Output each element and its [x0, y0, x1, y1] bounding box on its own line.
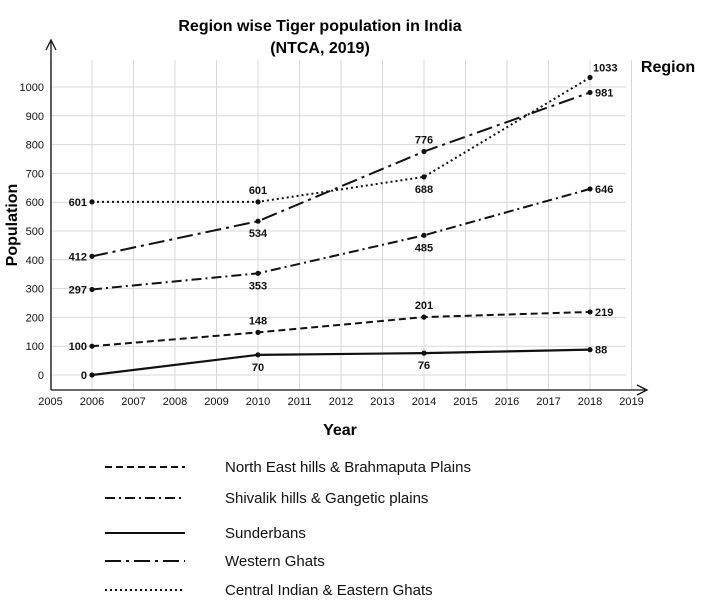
- x-tick-2019: 2019: [619, 396, 643, 408]
- x-tick-2016: 2016: [495, 396, 519, 408]
- data-label-s2-2018: 88: [595, 345, 607, 357]
- x-tick-2009: 2009: [204, 396, 228, 408]
- data-label-s4-2018: 1033: [593, 62, 617, 74]
- point-s3-2010: [255, 218, 261, 224]
- point-s4-2006: [89, 199, 95, 205]
- y-axis-label: Population: [4, 184, 21, 267]
- legend-label-4: Central Indian & Eastern Ghats: [225, 582, 433, 599]
- legend-label-2: Sunderbans: [225, 525, 306, 542]
- data-label-s1-2014: 485: [415, 242, 433, 254]
- point-s2-2010: [255, 352, 261, 358]
- y-tick-0: 0: [38, 370, 44, 382]
- y-tick-100: 100: [26, 341, 44, 353]
- point-s2-2014: [421, 350, 427, 356]
- x-axis-label: Year: [323, 422, 357, 439]
- data-label-s2-2006: 0: [81, 370, 87, 382]
- data-label-s3-2010: 534: [249, 228, 268, 240]
- x-tick-2017: 2017: [536, 396, 560, 408]
- data-labels: 100 148 201 219 297 353 485 646 0 70 76 88 412 534 776…: [69, 62, 618, 382]
- data-label-s1-2010: 353: [249, 280, 267, 292]
- gridlines: [50, 60, 632, 390]
- y-tick-600: 600: [26, 197, 44, 209]
- data-label-s0-2006: 100: [69, 341, 87, 353]
- point-s3-2006: [89, 253, 95, 259]
- point-s1-2006: [89, 286, 95, 293]
- legend-label-3: Western Ghats: [225, 553, 325, 570]
- x-tick-2018: 2018: [578, 396, 602, 408]
- point-s4-2010: [255, 199, 261, 205]
- point-s1-2014: [421, 232, 427, 238]
- point-s2-2006: [89, 372, 95, 378]
- point-s1-2010: [255, 270, 261, 276]
- series-line-4: [92, 76, 591, 203]
- point-s3-2018: [587, 89, 593, 96]
- x-tick-2014: 2014: [412, 396, 436, 408]
- data-label-s1-2006: 297: [69, 284, 87, 296]
- point-s0-2018: [587, 309, 593, 315]
- y-tick-700: 700: [26, 168, 44, 180]
- legend-label-0: North East hills & Brahmaputa Plains: [225, 459, 471, 476]
- y-tick-500: 500: [26, 226, 44, 238]
- data-label-s1-2018: 646: [595, 184, 613, 196]
- data-label-s3-2018: 981: [595, 87, 613, 99]
- point-s0-2014: [421, 314, 427, 320]
- series-line-1: [91, 187, 591, 291]
- y-tick-1000: 1000: [20, 82, 44, 94]
- y-tick-900: 900: [26, 111, 44, 123]
- x-tick-2006: 2006: [80, 396, 104, 408]
- point-s4-2018: [587, 74, 593, 81]
- chart-title: Region wise Tiger population in India: [178, 18, 461, 35]
- series-line-2: [91, 348, 591, 377]
- data-label-s3-2014: 776: [415, 135, 433, 147]
- legend: North East hills & Brahmaputa Plains Shiv…: [105, 459, 471, 599]
- y-tick-800: 800: [26, 140, 44, 152]
- point-s3-2014: [421, 148, 427, 155]
- point-s4-2014: [421, 174, 427, 180]
- x-tick-2015: 2015: [453, 396, 477, 408]
- data-label-s4-2006: 601: [69, 197, 87, 209]
- data-label-s0-2018: 219: [595, 307, 613, 319]
- x-axis-arrow: [636, 384, 649, 396]
- x-tick-2010: 2010: [246, 396, 270, 408]
- series-line-0: [91, 310, 591, 348]
- x-tick-2012: 2012: [329, 396, 353, 408]
- x-tick-2008: 2008: [163, 396, 187, 408]
- x-tick-2011: 2011: [288, 396, 312, 408]
- x-tick-2007: 2007: [121, 396, 145, 408]
- series-lines: [89, 74, 593, 378]
- data-label-s2-2014: 76: [418, 360, 430, 372]
- x-tick-2013: 2013: [370, 396, 394, 408]
- data-label-s0-2010: 148: [249, 315, 267, 327]
- legend-title: Region: [641, 59, 695, 76]
- y-axis-arrow: [45, 38, 57, 51]
- data-label-s0-2014: 201: [415, 300, 433, 312]
- data-label-s4-2010: 601: [249, 185, 267, 197]
- point-s2-2018: [587, 347, 593, 353]
- data-label-s4-2014: 688: [415, 184, 433, 196]
- legend-label-1: Shivalik hills & Gangetic plains: [225, 490, 428, 507]
- point-s1-2018: [587, 186, 593, 192]
- point-s0-2010: [255, 329, 261, 335]
- data-label-s2-2010: 70: [252, 362, 264, 374]
- x-tick-2005: 2005: [38, 396, 62, 408]
- series-line-3: [91, 91, 591, 258]
- chart-subtitle: (NTCA, 2019): [270, 40, 370, 57]
- data-label-s3-2006: 412: [69, 251, 87, 263]
- axes: 2005 2006 2007 2008 2009 2010 2011 2012 2013 2014…: [20, 38, 649, 408]
- point-s0-2006: [89, 343, 95, 349]
- y-tick-400: 400: [26, 255, 44, 267]
- y-tick-300: 300: [26, 284, 44, 296]
- y-tick-200: 200: [26, 312, 44, 324]
